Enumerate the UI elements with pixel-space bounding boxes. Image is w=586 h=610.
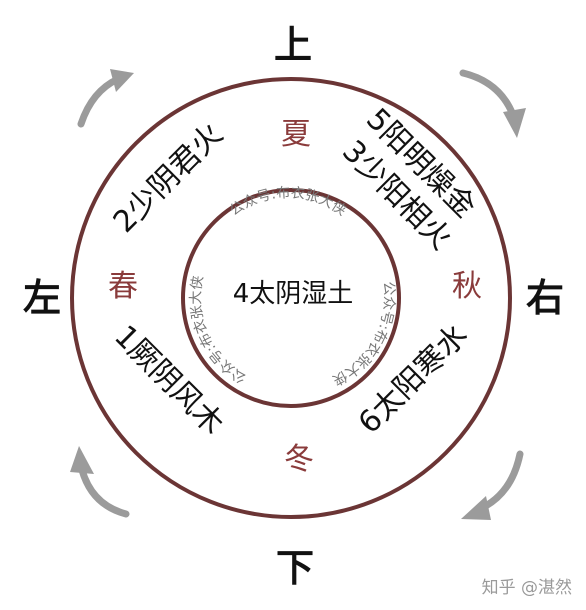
direction-left: 左 — [23, 276, 61, 320]
season-autumn: 秋 — [452, 269, 482, 304]
arrow-bottom-left — [70, 446, 130, 518]
direction-top: 上 — [274, 23, 312, 67]
direction-right: 右 — [526, 276, 564, 320]
direction-bottom: 下 — [276, 546, 314, 590]
inner-ring — [181, 188, 401, 408]
season-spring: 春 — [108, 269, 138, 304]
label-taiyang-hanshui: 6太阳寒水 — [352, 318, 475, 441]
outer-ring — [70, 77, 512, 519]
arrow-top-right — [459, 69, 526, 138]
label-shaoyin-junhuo: 2少阴君火 — [107, 117, 230, 240]
watermark-top: 公众号:布衣张大侠 — [227, 185, 349, 219]
arrow-top-left — [77, 69, 134, 128]
center-label: 4太阴湿土 — [233, 279, 354, 309]
credit-text: 知乎 @湛然 — [482, 578, 572, 598]
season-summer: 夏 — [281, 117, 311, 152]
season-winter: 冬 — [284, 442, 314, 477]
arrow-bottom-right — [461, 450, 524, 520]
